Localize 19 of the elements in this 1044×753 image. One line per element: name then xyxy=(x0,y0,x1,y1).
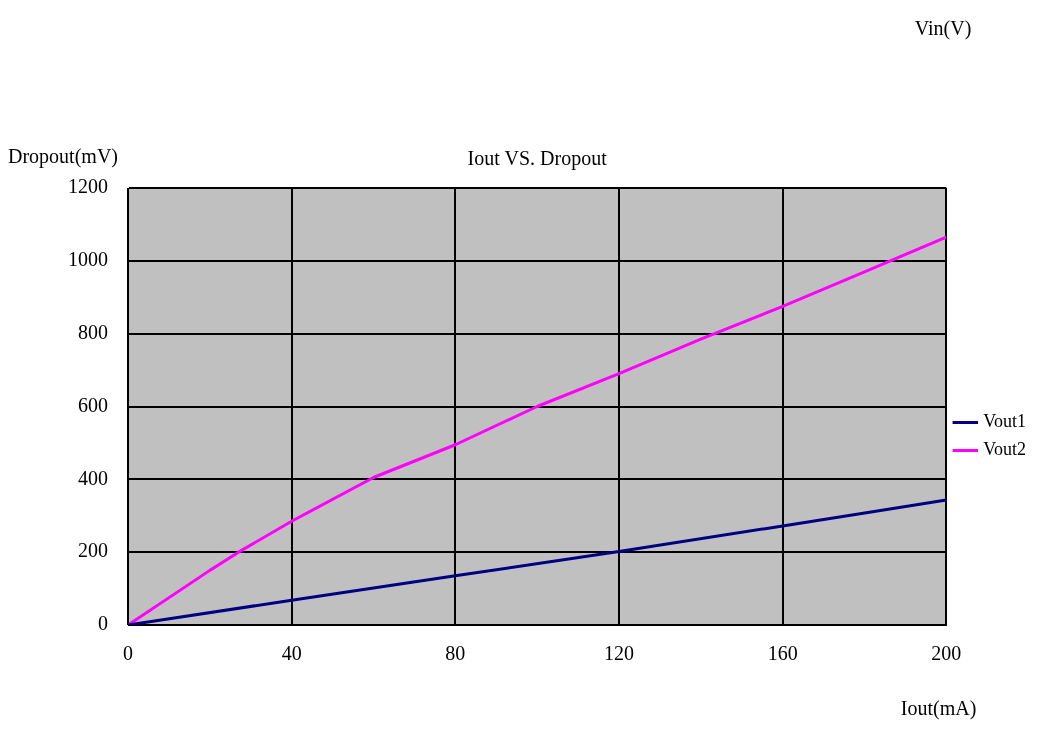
x-tick-label: 40 xyxy=(281,642,302,665)
y-tick-label: 1000 xyxy=(68,248,108,271)
text: Vin(V) xyxy=(914,17,972,41)
y-axis-title: Dropout(mV) xyxy=(8,145,118,169)
x-tick-label: 0 xyxy=(123,642,133,665)
x-tick-label: 160 xyxy=(767,642,798,665)
y-tick-label: 0 xyxy=(98,612,108,635)
x-tick-label: 200 xyxy=(931,642,962,665)
y-tick-label: 200 xyxy=(78,539,108,562)
chart-title: Iout VS. Dropout xyxy=(467,147,608,171)
y-tick-label: 800 xyxy=(78,320,108,343)
x-tick-label: 120 xyxy=(603,642,634,665)
y-tick-label: 400 xyxy=(78,466,108,489)
legend-label: Vout1 xyxy=(983,411,1027,432)
legend-label: Vout2 xyxy=(983,439,1027,460)
x-tick-label: 80 xyxy=(445,642,466,665)
y-tick-label: 1200 xyxy=(68,175,108,198)
x-axis-title: Iout(mA) xyxy=(900,697,977,721)
y-tick-label: 600 xyxy=(78,393,108,416)
